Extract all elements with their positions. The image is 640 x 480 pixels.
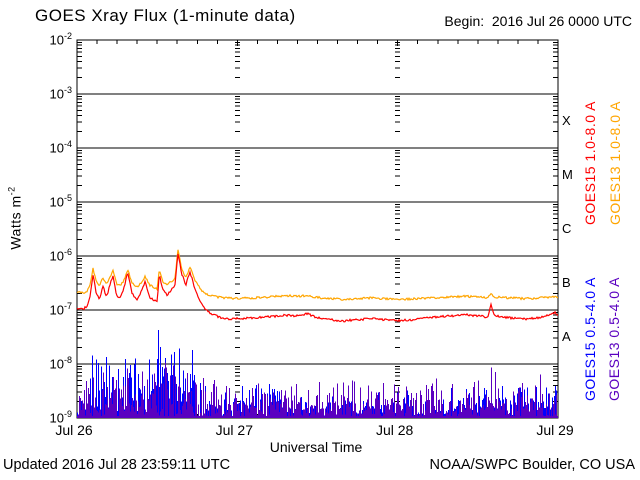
begin-timestamp: Begin: 2016 Jul 26 0000 UTC <box>444 13 632 29</box>
y-tick-label: 10-5 <box>49 193 72 210</box>
x-tick-label: Jul 29 <box>536 422 574 438</box>
legend-item-goes15-1-0-8-0-a: GOES15 1.0-8.0 A <box>582 101 598 225</box>
y-tick-label: 10-2 <box>49 31 72 48</box>
y-tick-label: 10-7 <box>49 301 72 318</box>
series-goes13-0-5-4-0-a <box>77 362 558 418</box>
updated-timestamp: Updated 2016 Jul 28 23:59:11 UTC <box>3 457 231 473</box>
series-goes13-1-0-8-0-a <box>77 249 558 302</box>
y-tick-label: 10-9 <box>49 409 72 426</box>
y-tick-label: 10-8 <box>49 355 72 372</box>
legend-item-goes13-1-0-8-0-a: GOES13 1.0-8.0 A <box>607 101 623 225</box>
source-credit: NOAA/SWPC Boulder, CO USA <box>429 457 635 473</box>
x-tick-label: Jul 28 <box>375 422 414 438</box>
flare-class-letter-m: M <box>562 167 573 182</box>
flare-class-letter-c: C <box>562 221 572 236</box>
x-axis-title: Universal Time <box>269 439 363 455</box>
flare-class-letter-a: A <box>562 329 571 344</box>
legend-item-goes15-0-5-4-0-a: GOES15 0.5-4.0 A <box>582 277 598 401</box>
flare-class-letter-x: X <box>562 113 571 128</box>
y-tick-label: 10-3 <box>49 85 72 102</box>
flare-class-letter-b: B <box>562 275 571 290</box>
y-tick-label: 10-4 <box>49 139 72 156</box>
data-series-group <box>77 249 558 418</box>
y-tick-label: 10-6 <box>49 247 72 264</box>
x-tick-label: Jul 27 <box>215 422 254 438</box>
x-tick-label: Jul 26 <box>55 422 93 438</box>
chart-title: GOES Xray Flux (1-minute data) <box>35 6 296 25</box>
series-goes15-1-0-8-0-a <box>77 253 558 323</box>
y-axis-title: Watts m-2 <box>6 186 24 250</box>
legend-item-goes13-0-5-4-0-a: GOES13 0.5-4.0 A <box>606 277 622 401</box>
